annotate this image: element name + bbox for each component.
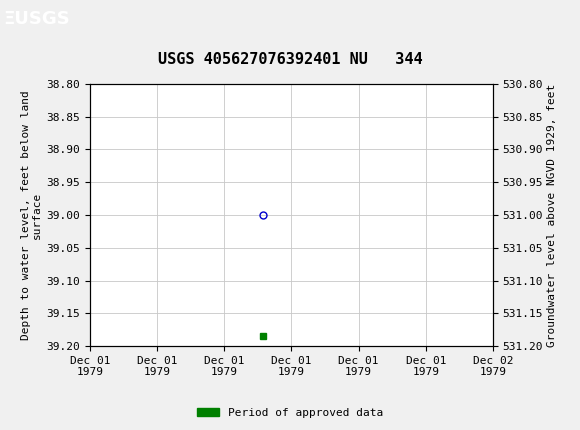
Y-axis label: Groundwater level above NGVD 1929, feet: Groundwater level above NGVD 1929, feet xyxy=(548,83,557,347)
Legend: Period of approved data: Period of approved data xyxy=(193,403,387,422)
Text: USGS 405627076392401 NU   344: USGS 405627076392401 NU 344 xyxy=(158,52,422,67)
Text: ΞUSGS: ΞUSGS xyxy=(3,10,70,28)
Y-axis label: Depth to water level, feet below land
surface: Depth to water level, feet below land su… xyxy=(21,90,42,340)
